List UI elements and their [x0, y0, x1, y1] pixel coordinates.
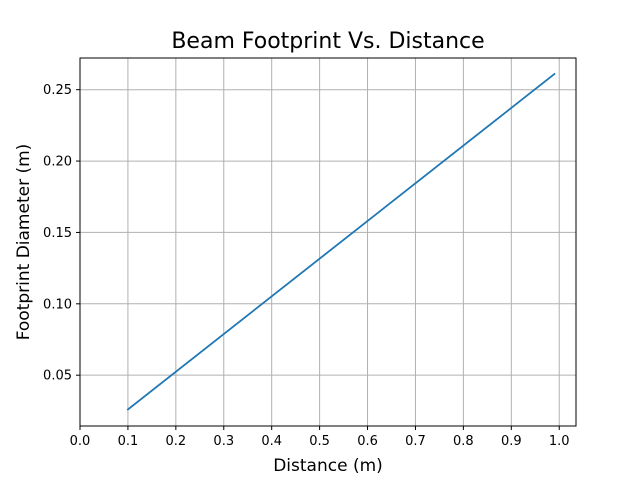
x-tick-label: 0.1: [118, 434, 139, 449]
series-line: [126, 72, 556, 411]
plot-frame: [79, 57, 577, 427]
y-tick-label: 0.25: [43, 83, 72, 98]
y-tick-label: 0.20: [43, 155, 72, 170]
y-tick-label: 0.15: [43, 226, 72, 241]
x-tick-label: 0.3: [213, 434, 234, 449]
x-tick-label: 0.7: [405, 434, 426, 449]
y-tick-label: 0.05: [43, 369, 72, 384]
x-tick-label: 0.0: [70, 434, 91, 449]
x-tick-label: 0.6: [357, 434, 378, 449]
chart-title: Beam Footprint Vs. Distance: [171, 29, 484, 54]
grid-layer: [79, 58, 576, 426]
series-layer: [126, 72, 556, 411]
x-axis-label: Distance (m): [273, 456, 383, 476]
tick-layer: 0.0 0.1 0.2 0.3 0.4 0.5 0.6 0.7 0.8 0.9 1.0 0.05 0.1…: [43, 83, 570, 449]
x-tick-label: 1.0: [549, 434, 570, 449]
x-tick-label: 0.4: [261, 434, 282, 449]
x-tick-label: 0.2: [166, 434, 187, 449]
x-tick-label: 0.9: [501, 434, 522, 449]
y-axis-label: Footprint Diameter (m): [14, 144, 34, 341]
x-tick-label: 0.5: [309, 434, 330, 449]
x-tick-label: 0.8: [453, 434, 474, 449]
y-tick-label: 0.10: [43, 297, 72, 312]
